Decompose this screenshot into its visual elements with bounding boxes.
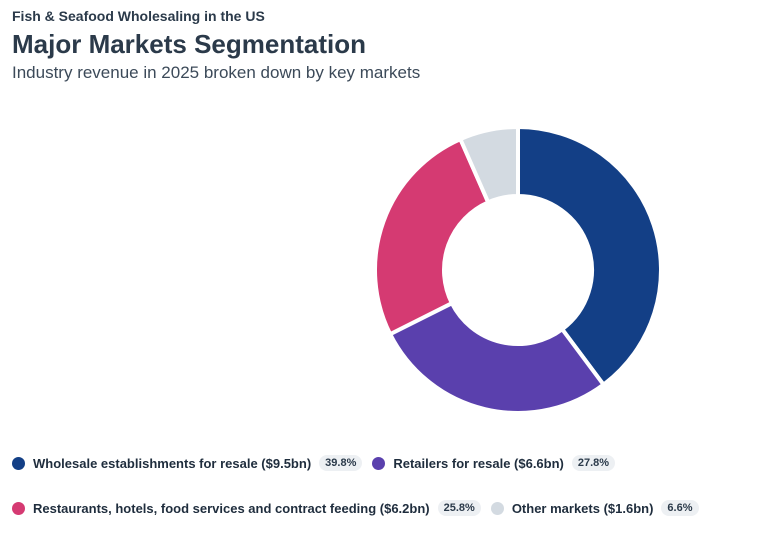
legend-dot xyxy=(372,456,386,470)
industry-name: Fish & Seafood Wholesaling in the US xyxy=(12,8,265,24)
legend-row-1: Wholesale establishments for resale ($9.… xyxy=(12,455,625,471)
slice-other[interactable] xyxy=(458,125,520,205)
legend-percent-badge: 6.6% xyxy=(661,500,699,516)
legend-row-2: Restaurants, hotels, food services and c… xyxy=(12,500,709,516)
legend-label: Restaurants, hotels, food services and c… xyxy=(33,500,430,516)
legend-dot xyxy=(12,501,25,515)
legend-item-other[interactable]: Other markets ($1.6bn) 6.6% xyxy=(490,500,699,516)
legend-item-wholesale[interactable]: Wholesale establishments for resale ($9.… xyxy=(12,455,363,471)
slice-retailers[interactable] xyxy=(388,301,606,415)
chart-subtitle: Industry revenue in 2025 broken down by … xyxy=(12,63,421,82)
legend-label: Wholesale establishments for resale ($9.… xyxy=(33,455,312,471)
legend-dot xyxy=(490,501,504,515)
legend-percent-badge: 25.8% xyxy=(437,500,481,516)
slice-wholesale[interactable] xyxy=(516,125,663,387)
legend-label: Retailers for resale ($6.6bn) xyxy=(393,455,564,471)
legend-item-retailers[interactable]: Retailers for resale ($6.6bn) 27.8% xyxy=(372,455,616,471)
legend-percent-badge: 27.8% xyxy=(571,455,616,471)
donut-chart xyxy=(373,125,663,415)
legend-percent-badge: 39.8% xyxy=(319,455,363,471)
chart-title: Major Markets Segmentation xyxy=(12,29,366,59)
slice-restaurants[interactable] xyxy=(373,137,491,337)
chart-header: Fish & Seafood Wholesaling in the US Maj… xyxy=(12,6,772,84)
legend-item-restaurants[interactable]: Restaurants, hotels, food services and c… xyxy=(12,500,481,516)
legend-dot xyxy=(12,456,25,470)
legend-label: Other markets ($1.6bn) xyxy=(511,500,654,516)
